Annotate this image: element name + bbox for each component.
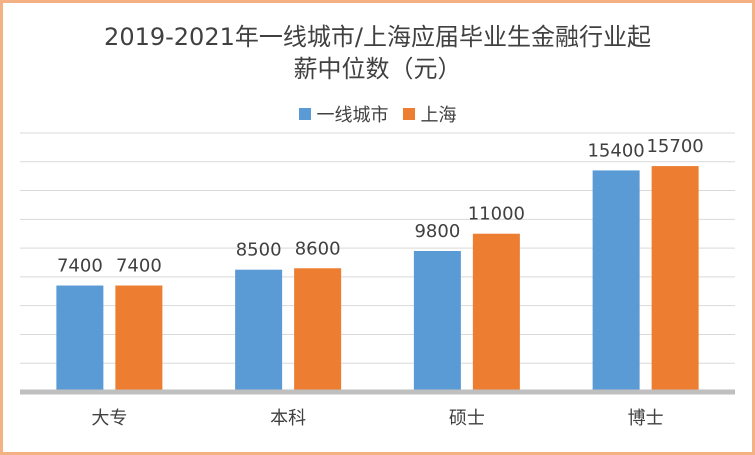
legend-label-series-2: 上海 bbox=[420, 105, 457, 126]
bar-1-3 bbox=[413, 250, 461, 392]
bar-2-3 bbox=[472, 233, 520, 392]
data-label: 7400 bbox=[116, 256, 162, 277]
data-label: 11000 bbox=[468, 204, 525, 225]
legend-item-series-2: 上海 bbox=[402, 101, 457, 127]
legend-swatch-series-2 bbox=[402, 108, 415, 120]
x-tick-label: 硕士 bbox=[449, 408, 485, 429]
legend-label-series-1: 一线城市 bbox=[316, 105, 389, 126]
x-tick-label: 大专 bbox=[91, 408, 127, 429]
bar-2-1 bbox=[115, 285, 163, 392]
data-label: 9800 bbox=[414, 221, 460, 242]
legend-swatch-series-1 bbox=[298, 108, 311, 120]
bar-1-4 bbox=[592, 170, 640, 392]
data-label: 15700 bbox=[646, 136, 703, 157]
bar-1-1 bbox=[56, 285, 104, 392]
legend: 一线城市 上海 bbox=[3, 101, 752, 127]
legend-item-series-1: 一线城市 bbox=[298, 101, 389, 127]
data-label: 7400 bbox=[57, 256, 103, 277]
chart-title-line1: 2019-2021年一线城市/上海应届毕业生金融行业起 bbox=[104, 23, 651, 51]
chart-title-line2: 薪中位数（元） bbox=[293, 55, 462, 83]
x-tick-label: 博士 bbox=[628, 408, 664, 429]
data-label: 8600 bbox=[295, 238, 341, 259]
bar-1-2 bbox=[235, 269, 283, 392]
bar-2-4 bbox=[651, 166, 699, 392]
data-label: 8500 bbox=[236, 240, 282, 261]
x-tick-label: 本科 bbox=[270, 408, 306, 429]
data-label: 15400 bbox=[587, 140, 644, 161]
bar-2-2 bbox=[294, 268, 342, 392]
